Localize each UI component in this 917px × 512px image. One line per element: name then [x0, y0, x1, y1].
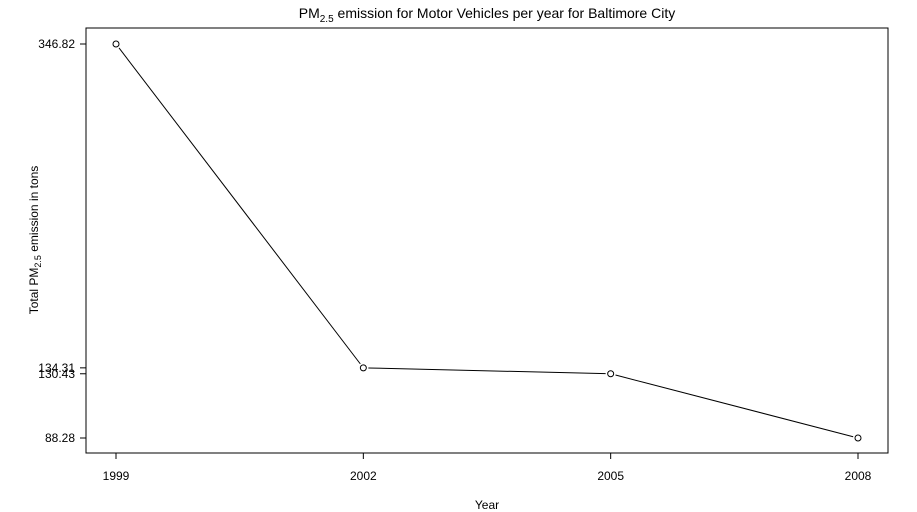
plot-frame	[85, 27, 889, 454]
data-point	[607, 370, 615, 378]
y-tick-label: 134.31	[38, 361, 75, 375]
series-line-segment	[368, 367, 606, 375]
series-line-segment	[118, 47, 361, 365]
chart-title-subscript: 2.5	[320, 14, 334, 25]
y-axis-label-prefix: Total PM	[27, 268, 41, 315]
x-tick-label: 2002	[350, 469, 377, 483]
x-ticks: 1999 2002 2005 2008	[103, 453, 872, 483]
data-point	[854, 434, 862, 442]
chart-title: PM2.5 emission for Motor Vehicles per ye…	[299, 5, 675, 25]
y-axis-label: Total PM2.5 emission in tons	[27, 166, 43, 315]
x-tick-label: 1999	[103, 469, 130, 483]
series-line-segment	[615, 374, 854, 438]
y-tick-label: 88.28	[45, 431, 75, 445]
data-point	[359, 364, 367, 372]
y-tick-label: 346.82	[38, 37, 75, 51]
series-group	[112, 40, 862, 442]
y-axis-label-subscript: 2.5	[33, 255, 43, 268]
y-tick-label: 130.43	[38, 367, 75, 381]
x-tick-label: 2005	[597, 469, 624, 483]
data-point	[112, 40, 120, 48]
x-axis-label: Year	[475, 498, 499, 512]
chart-title-prefix: PM	[299, 5, 320, 21]
x-tick-label: 2008	[845, 469, 872, 483]
chart-title-suffix: emission for Motor Vehicles per year for…	[334, 5, 676, 21]
y-axis-label-suffix: emission in tons	[27, 166, 41, 255]
